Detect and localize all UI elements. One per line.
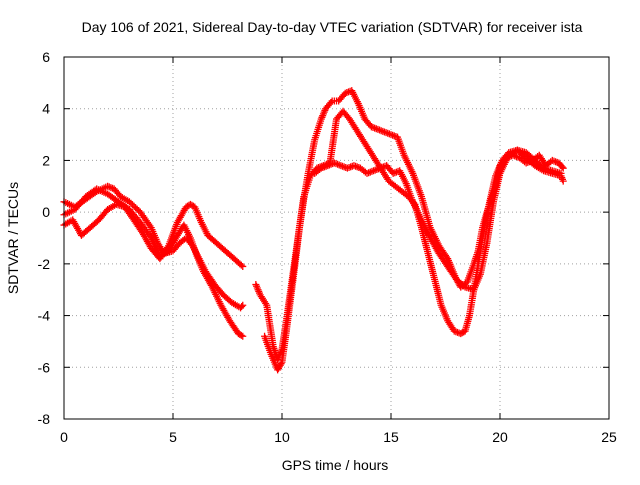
data-point: [327, 99, 335, 107]
plot-frame: [63, 56, 610, 420]
data-point: [239, 301, 247, 309]
y-tick-label: -6: [38, 359, 51, 375]
x-tick-label: 0: [60, 429, 68, 445]
y-tick-label: -2: [38, 256, 51, 272]
x-tick-label: 10: [274, 429, 290, 445]
series-layer: [60, 87, 567, 374]
x-tick-label: 5: [169, 429, 177, 445]
y-tick-label: 0: [42, 204, 50, 220]
data-point: [558, 175, 566, 183]
series-track-3: [60, 200, 247, 270]
data-point: [164, 243, 172, 251]
chart-title: Day 106 of 2021, Sidereal Day-to-day VTE…: [82, 19, 583, 35]
data-point: [558, 163, 566, 171]
data-point: [239, 262, 247, 270]
data-point: [557, 169, 565, 177]
y-tick-label: -4: [38, 308, 51, 324]
series-track-2: [60, 185, 247, 340]
y-tick-label: 4: [42, 101, 50, 117]
data-point: [277, 360, 285, 368]
data-point: [237, 331, 245, 339]
y-tick-label: -8: [38, 411, 51, 427]
x-tick-label: 25: [601, 429, 617, 445]
data-point: [559, 164, 567, 172]
data-point: [238, 303, 246, 311]
x-tick-label: 15: [383, 429, 399, 445]
data-point: [237, 261, 245, 269]
tick-layer: 0 5 10 15 20 25 -8 -6 -4 -2 0 2 4 6: [38, 49, 617, 445]
x-tick-label: 20: [492, 429, 508, 445]
data-point: [559, 177, 567, 185]
data-point: [239, 332, 247, 340]
y-axis-label: SDTVAR / TECUs: [5, 182, 21, 294]
y-tick-label: 6: [42, 49, 50, 65]
y-tick-label: 2: [42, 152, 50, 168]
series-track-6: [311, 146, 565, 294]
x-axis-label: GPS time / hours: [282, 457, 389, 473]
